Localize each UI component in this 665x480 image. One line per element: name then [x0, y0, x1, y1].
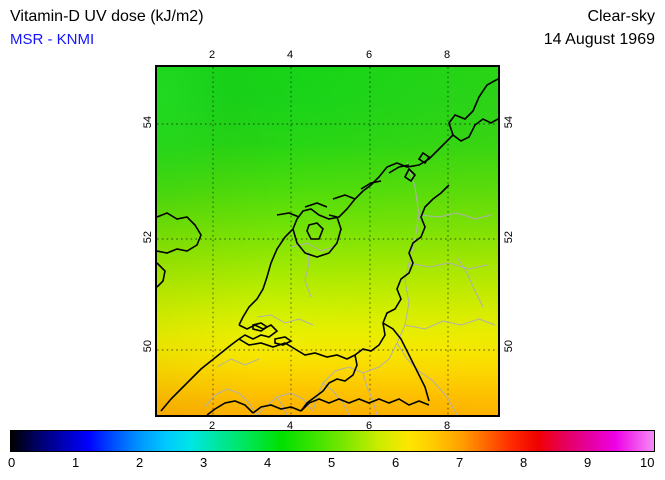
colorbar-tick-5: 5 — [328, 455, 336, 470]
graticule — [157, 67, 498, 415]
y-tick-right-0: 54 — [503, 116, 515, 129]
y-tick-left-0: 54 — [142, 116, 154, 129]
y-tick-left-1: 52 — [142, 231, 154, 244]
colorbar-tick-8: 8 — [520, 455, 528, 470]
sky-condition-label: Clear-sky — [587, 8, 655, 25]
x-tick-bottom-1: 4 — [287, 420, 294, 432]
north-sea-shading — [157, 67, 235, 217]
colorbar-tick-2: 2 — [136, 455, 144, 470]
y-tick-right-2: 50 — [503, 340, 515, 353]
colorbar — [10, 430, 655, 452]
coastline-overlay — [157, 78, 498, 415]
x-tick-top-2: 6 — [366, 49, 373, 61]
colorbar-tick-1: 1 — [72, 455, 80, 470]
colorbar-tick-10: 10 — [640, 455, 655, 470]
colorbar-tick-7: 7 — [456, 455, 464, 470]
map-canvas — [157, 67, 498, 415]
colorbar-tick-0: 0 — [8, 455, 16, 470]
date-label: 14 August 1969 — [543, 31, 655, 48]
colorbar-tick-4: 4 — [264, 455, 272, 470]
page-title: Vitamin-D UV dose (kJ/m2) — [10, 8, 204, 25]
source-label: MSR - KNMI — [10, 31, 95, 48]
x-tick-top-1: 4 — [287, 49, 294, 61]
colorbar-tick-9: 9 — [584, 455, 592, 470]
colorbar-gradient — [11, 431, 654, 451]
x-tick-top-3: 8 — [444, 49, 451, 61]
map-plot: 2 4 6 8 2 4 6 8 54 52 50 54 52 50 — [142, 49, 515, 432]
colorbar-ticks: 0 1 2 3 4 5 6 7 8 9 10 — [0, 455, 665, 475]
y-tick-right-1: 52 — [503, 231, 515, 244]
x-tick-bottom-0: 2 — [209, 420, 216, 432]
colorbar-tick-6: 6 — [392, 455, 400, 470]
x-tick-bottom-2: 6 — [366, 420, 373, 432]
x-tick-bottom-3: 8 — [444, 420, 451, 432]
colorbar-tick-3: 3 — [200, 455, 208, 470]
x-tick-top-0: 2 — [209, 49, 216, 61]
y-tick-left-2: 50 — [142, 340, 154, 353]
